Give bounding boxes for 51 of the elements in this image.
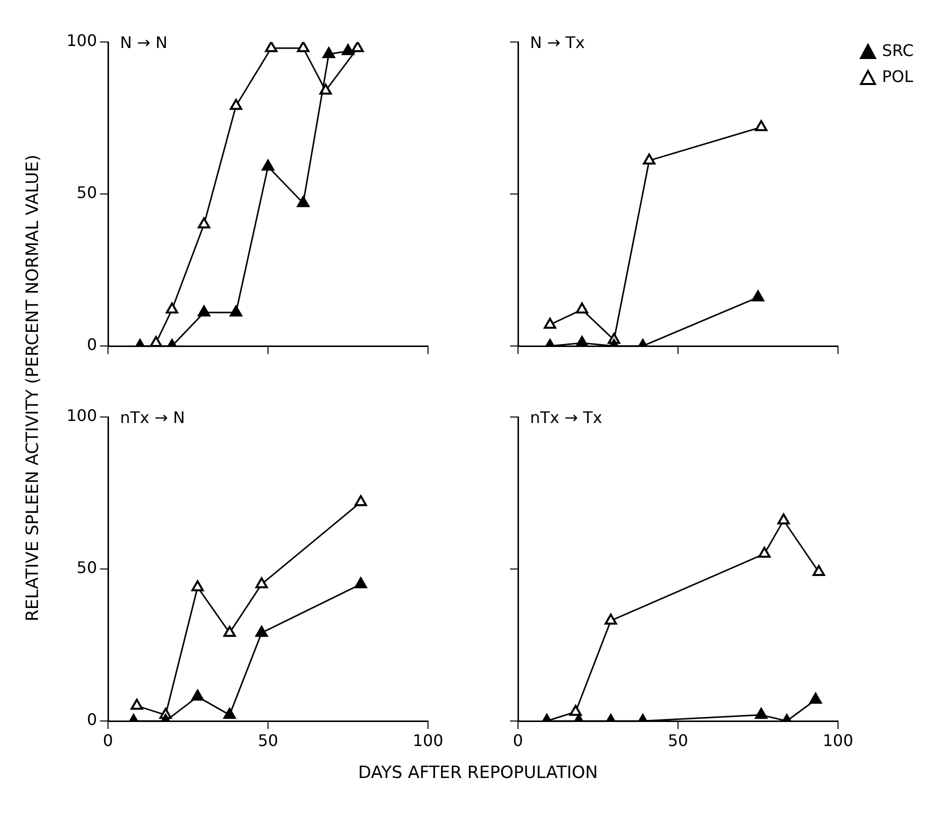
y-axis-title: RELATIVE SPLEEN ACTIVITY (PERCENT NORMAL VALUE)	[23, 154, 43, 622]
point	[576, 302, 588, 314]
point	[777, 513, 790, 524]
point	[297, 196, 310, 208]
point	[230, 98, 242, 110]
point	[576, 336, 588, 346]
y-tick-label: 0	[86, 335, 97, 354]
point	[643, 154, 656, 165]
x-tick-label: 50	[668, 730, 688, 750]
x-tick-label: 100	[822, 730, 854, 750]
point	[342, 44, 354, 56]
point	[752, 290, 764, 302]
point	[262, 160, 274, 171]
point	[198, 217, 210, 228]
point	[322, 47, 335, 58]
x-tick-label: 100	[412, 730, 444, 750]
x-tick-label: 50	[258, 730, 278, 750]
point	[230, 306, 242, 317]
y-tick-label: 100	[66, 406, 97, 426]
point	[351, 42, 364, 52]
point	[604, 614, 617, 625]
point	[191, 690, 204, 701]
point	[166, 302, 178, 314]
y-tick-label: 50	[76, 183, 97, 202]
point	[758, 546, 771, 558]
x-axis-title: DAYS AFTER REPOPULATION	[357, 763, 599, 783]
point	[223, 626, 236, 637]
chart-title: N → Tx	[530, 33, 585, 52]
point	[297, 42, 310, 52]
point	[255, 626, 268, 637]
point	[755, 120, 768, 132]
y-tick-label: 50	[76, 558, 97, 578]
point	[265, 42, 278, 52]
y-tick-label: 0	[86, 710, 97, 730]
chart-title: nTx → Tx	[530, 408, 602, 428]
legend-label: POL	[882, 67, 914, 86]
chart-title: N → N	[120, 33, 168, 52]
point	[544, 318, 556, 329]
point	[354, 495, 367, 506]
x-tick-label: 0	[512, 730, 524, 750]
point	[130, 698, 143, 710]
point	[255, 577, 268, 588]
chart-title: nTx → N	[120, 408, 185, 428]
point	[223, 708, 236, 719]
point	[191, 580, 204, 592]
point	[812, 565, 825, 576]
point	[198, 306, 210, 317]
x-tick-label: 0	[102, 730, 114, 750]
point	[354, 577, 367, 588]
legend-label: SRC	[882, 41, 914, 60]
y-tick-label: 100	[66, 31, 97, 50]
